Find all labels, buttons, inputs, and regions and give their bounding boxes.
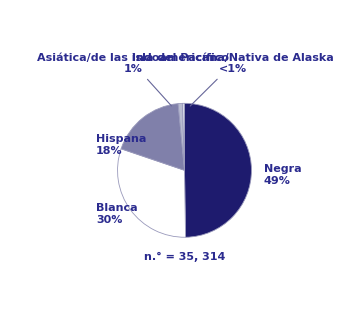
Text: Blanca
30%: Blanca 30% xyxy=(96,203,138,225)
Text: Asiática/de las isla del Pacífico
1%: Asiática/de las isla del Pacífico 1% xyxy=(37,53,229,106)
Wedge shape xyxy=(178,103,185,170)
Wedge shape xyxy=(121,104,185,170)
Text: Indoamericana/Nativa de Alaska
<1%: Indoamericana/Nativa de Alaska <1% xyxy=(132,53,334,106)
Text: n.° = 35, 314: n.° = 35, 314 xyxy=(144,252,225,262)
Wedge shape xyxy=(184,103,252,237)
Text: Hispana
18%: Hispana 18% xyxy=(96,134,147,156)
Wedge shape xyxy=(118,149,185,237)
Text: Negra
49%: Negra 49% xyxy=(264,164,301,186)
Wedge shape xyxy=(183,103,185,170)
